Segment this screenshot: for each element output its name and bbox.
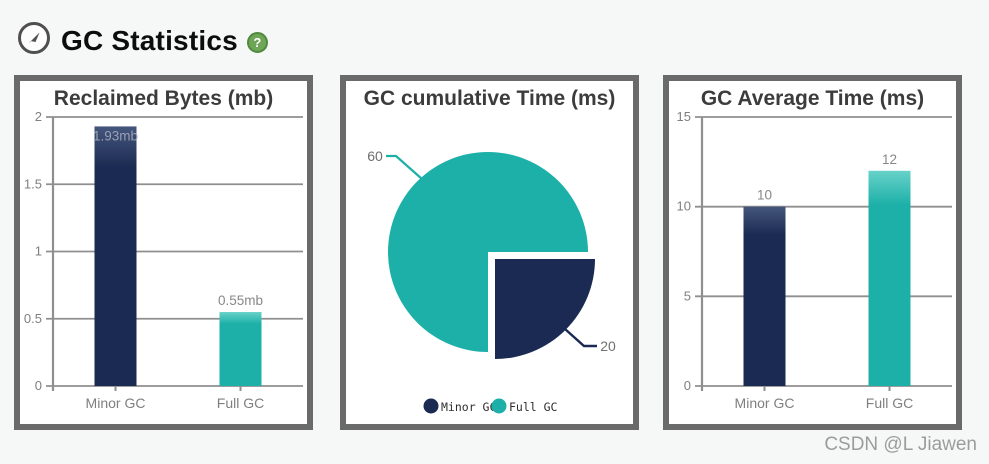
svg-text:5: 5 [684,288,691,303]
bar-minor-gc [94,126,137,386]
chart-title-reclaimed-bytes: Reclaimed Bytes (mb) [53,87,274,110]
pie-slice-full-gc [388,152,588,352]
svg-text:15: 15 [677,112,691,124]
svg-text:0.55mb: 0.55mb [218,293,263,308]
compass-icon [16,20,52,61]
svg-text:1.93mb: 1.93mb [93,128,138,143]
svg-text:10: 10 [677,199,691,214]
svg-text:10: 10 [757,188,772,203]
help-icon[interactable]: ? [246,31,268,53]
svg-text:0: 0 [35,378,42,393]
svg-text:20: 20 [600,338,616,354]
bar-full-gc [219,312,262,386]
svg-text:0: 0 [684,378,691,393]
svg-text:Minor GC: Minor GC [441,400,496,414]
legend-swatch-minor-gc [423,398,439,414]
gc-average-time-bar-chart: 0 5 10 15 10 Minor GC 12 Full GC [677,112,952,411]
legend-swatch-full-gc [491,398,507,414]
svg-text:Minor GC: Minor GC [86,395,146,411]
panel-gc-cumulative-time: GC cumulative Time (ms) 60 20 Minor GC Full… [340,75,639,430]
svg-text:Minor GC: Minor GC [735,395,795,411]
svg-text:0.5: 0.5 [24,311,42,326]
page-title: GC Statistics [61,24,238,56]
svg-text:Full GC: Full GC [509,400,558,414]
svg-text:2: 2 [35,112,42,124]
svg-text:12: 12 [882,152,897,167]
svg-text:1.5: 1.5 [24,176,42,191]
chart-title-gc-cumulative-time: GC cumulative Time (ms) [363,87,616,110]
svg-text:1: 1 [35,244,42,259]
watermark: CSDN @L Jiawen [824,434,977,455]
reclaimed-bytes-bar-chart: 0 0.5 1 1.5 2 1.93mb Minor GC 0.55mb Full GC [24,112,303,411]
svg-text:Full GC: Full GC [217,395,264,411]
svg-text:60: 60 [367,148,383,164]
chart-title-gc-average-time: GC Average Time (ms) [700,87,925,110]
panel-gc-average-time: GC Average Time (ms) 0 5 10 15 10 Minor GC 12 F… [663,75,962,430]
bar-full-gc [868,170,911,386]
svg-text:Full GC: Full GC [866,395,913,411]
bar-minor-gc [743,206,786,386]
gc-cumulative-time-pie-chart: 60 20 Minor GC Full GC [367,148,616,414]
pie-slice-minor-gc [495,259,595,359]
page-header: GC Statistics ? [16,20,268,61]
panel-reclaimed-bytes: Reclaimed Bytes (mb) 0 0.5 1 1.5 2 1.93mb Mino… [14,75,313,430]
help-glyph: ? [253,34,262,50]
